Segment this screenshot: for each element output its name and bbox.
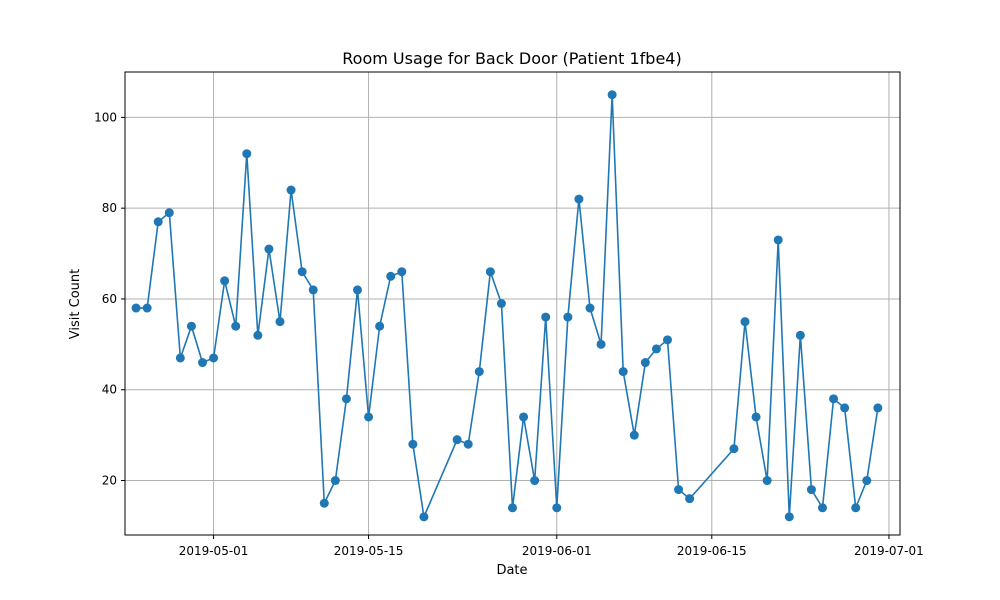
data-point bbox=[231, 321, 241, 331]
data-point bbox=[607, 90, 617, 100]
data-point bbox=[751, 412, 761, 422]
data-point bbox=[264, 244, 274, 254]
data-point bbox=[585, 303, 595, 313]
data-point bbox=[175, 353, 185, 363]
y-tick-label: 40 bbox=[102, 383, 117, 397]
data-point bbox=[463, 439, 473, 449]
x-tick-label: 2019-05-15 bbox=[334, 544, 404, 558]
data-point bbox=[297, 267, 307, 277]
data-point bbox=[563, 312, 573, 322]
data-point bbox=[862, 476, 872, 486]
data-point bbox=[795, 330, 805, 340]
data-point bbox=[629, 430, 639, 440]
data-point bbox=[286, 185, 296, 195]
data-point bbox=[552, 503, 562, 513]
plot-frame bbox=[124, 71, 901, 536]
y-tick-label: 100 bbox=[94, 110, 117, 124]
data-point bbox=[851, 503, 861, 513]
data-point bbox=[574, 194, 584, 204]
data-point bbox=[485, 267, 495, 277]
data-point bbox=[275, 317, 285, 327]
data-point bbox=[740, 317, 750, 327]
y-tick-label: 80 bbox=[102, 201, 117, 215]
data-point bbox=[640, 358, 650, 368]
data-point bbox=[541, 312, 551, 322]
data-point bbox=[474, 367, 484, 377]
y-axis-label: Visit Count bbox=[68, 269, 83, 339]
data-point bbox=[596, 339, 606, 349]
data-point bbox=[806, 485, 816, 495]
grid bbox=[125, 72, 900, 535]
data-point bbox=[375, 321, 385, 331]
data-point bbox=[186, 321, 196, 331]
x-tick-label: 2019-06-01 bbox=[522, 544, 592, 558]
data-point bbox=[408, 439, 418, 449]
data-point bbox=[729, 444, 739, 454]
data-point bbox=[220, 276, 230, 286]
data-point bbox=[419, 512, 429, 522]
data-point bbox=[198, 358, 207, 368]
data-point bbox=[397, 267, 407, 277]
data-point bbox=[341, 394, 351, 404]
data-point bbox=[530, 476, 540, 486]
data-point bbox=[386, 271, 396, 281]
data-point bbox=[685, 494, 695, 504]
data-point bbox=[784, 512, 794, 522]
data-point bbox=[308, 285, 318, 295]
data-point bbox=[142, 303, 152, 313]
data-point bbox=[209, 353, 219, 363]
data-point bbox=[618, 367, 628, 377]
x-tick-label: 2019-06-15 bbox=[677, 544, 747, 558]
x-axis-label: Date bbox=[496, 563, 527, 578]
data-point bbox=[762, 476, 772, 486]
data-point bbox=[319, 498, 329, 508]
x-tick-label: 2019-07-01 bbox=[854, 544, 924, 558]
data-point bbox=[651, 344, 661, 354]
data-point bbox=[131, 303, 141, 313]
data-point bbox=[330, 476, 340, 486]
data-point bbox=[164, 208, 174, 218]
data-point bbox=[452, 435, 462, 445]
series-layer bbox=[131, 90, 883, 522]
y-tick-label: 60 bbox=[102, 292, 117, 306]
data-point bbox=[242, 149, 252, 159]
data-point bbox=[818, 503, 827, 513]
chart-title: Room Usage for Back Door (Patient 1fbe4) bbox=[342, 49, 681, 68]
data-point bbox=[253, 330, 263, 340]
data-point bbox=[496, 299, 506, 308]
data-point bbox=[364, 412, 374, 422]
data-point bbox=[674, 485, 684, 495]
data-point bbox=[663, 335, 672, 345]
data-point bbox=[353, 285, 362, 295]
data-point bbox=[153, 217, 163, 227]
data-point bbox=[873, 403, 883, 413]
x-tick-label: 2019-05-01 bbox=[179, 544, 249, 558]
data-point bbox=[519, 412, 529, 422]
data-point bbox=[829, 394, 839, 404]
axes: 2019-05-01 2019-05-15 2019-06-01 2019-06-15… bbox=[94, 110, 924, 558]
y-tick-label: 20 bbox=[102, 474, 117, 488]
data-point bbox=[840, 403, 850, 413]
data-point bbox=[773, 235, 783, 245]
data-point bbox=[508, 503, 517, 513]
